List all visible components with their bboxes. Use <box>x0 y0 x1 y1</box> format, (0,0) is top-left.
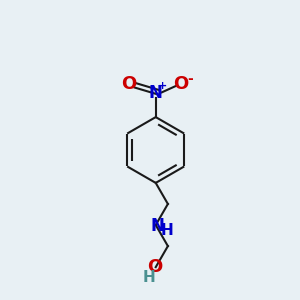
Text: O: O <box>122 75 137 93</box>
Text: O: O <box>147 258 162 276</box>
Text: H: H <box>143 270 156 285</box>
Text: O: O <box>174 75 189 93</box>
Text: N: N <box>149 84 163 102</box>
Text: N: N <box>150 218 164 236</box>
Text: +: + <box>158 82 166 92</box>
Text: -: - <box>187 72 193 86</box>
Text: H: H <box>160 223 173 238</box>
